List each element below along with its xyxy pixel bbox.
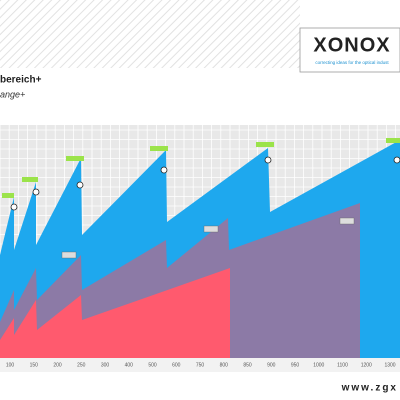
x-tick-label: 1300 — [384, 362, 395, 368]
x-tick-label: 100 — [6, 362, 15, 368]
subtitle: ange+ — [0, 89, 25, 99]
x-tick-label: 900 — [267, 362, 276, 368]
x-tick-label: 1200 — [361, 362, 372, 368]
x-tick-label: 750 — [196, 362, 205, 368]
tagline: correcting ideas for the optical indust — [315, 60, 389, 65]
markers — [10, 156, 400, 211]
x-tick-label: 500 — [148, 362, 157, 368]
x-tick-label: 1100 — [337, 362, 348, 368]
watermark-bg — [340, 378, 400, 396]
logo: XONOX — [313, 34, 390, 56]
x-tick-label: 400 — [125, 362, 134, 368]
axis-band — [0, 358, 400, 372]
title: bereich+ — [0, 75, 42, 86]
watermark: www.zgx — [341, 383, 398, 394]
x-tick-label: 850 — [243, 362, 252, 368]
x-tick-label: 250 — [77, 362, 86, 368]
value-tags — [61, 217, 355, 259]
red-area — [0, 268, 230, 358]
x-tick-label: 950 — [291, 362, 300, 368]
plot-area — [0, 125, 400, 359]
x-tick-label: 150 — [30, 362, 39, 368]
x-axis: 100 150 200 250 300 400 500 600 750 800 850 900 950 1… — [6, 362, 396, 368]
x-tick-label: 1000 — [313, 362, 324, 368]
x-tick-label: 800 — [220, 362, 229, 368]
x-tick-label: 200 — [53, 362, 62, 368]
peak-tags — [2, 138, 400, 198]
x-tick-label: 300 — [101, 362, 110, 368]
stripe-band — [0, 0, 300, 68]
logo-box — [299, 27, 400, 73]
x-tick-label: 600 — [172, 362, 181, 368]
